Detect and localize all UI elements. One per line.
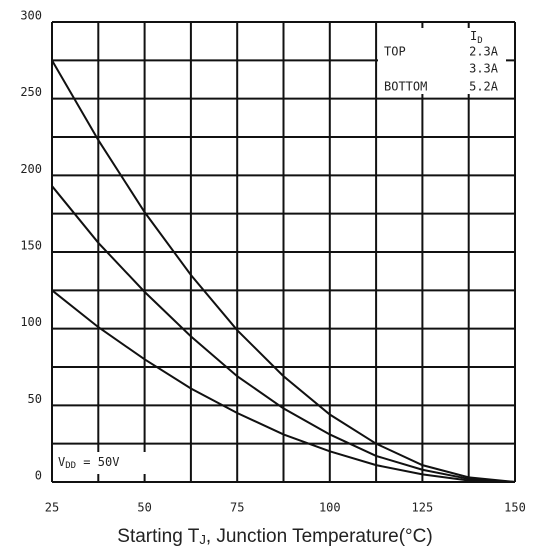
x-tick-label: 75: [230, 501, 244, 515]
series-line: [51, 185, 516, 483]
annotation-box: [54, 452, 162, 474]
x-tick-label: 25: [45, 501, 59, 515]
legend-title: ID: [470, 29, 483, 46]
legend-entry: 3.3A: [469, 62, 499, 76]
legend-title-sub: D: [477, 36, 482, 46]
x-label-sub: J: [199, 532, 206, 547]
series-line: [51, 289, 516, 483]
x-tick-label: 50: [137, 501, 151, 515]
annotation: VDD = 50V: [58, 455, 119, 471]
y-tick-label: 150: [20, 239, 42, 253]
y-tick-label: 200: [20, 162, 42, 176]
x-label-part: Starting T: [117, 526, 199, 547]
annotation-rest: = 50V: [76, 455, 119, 469]
legend-title-main: I: [470, 29, 477, 43]
y-tick-label: 50: [28, 392, 42, 406]
x-tick-label: 150: [504, 501, 526, 515]
x-tick-label: 100: [319, 501, 341, 515]
x-tick-label: 125: [412, 501, 434, 515]
x-label-part: , Junction Temperature(°C): [206, 526, 433, 547]
legend-entry: 5.2A: [469, 80, 499, 94]
y-tick-label: 0: [35, 469, 42, 483]
legend-bottom: BOTTOM: [384, 80, 427, 94]
legend-entry: 2.3A: [469, 45, 499, 59]
annotation-sub: DD: [65, 461, 76, 471]
legend-box: [378, 28, 506, 94]
y-tick-label: 250: [20, 85, 42, 99]
series-line: [51, 59, 516, 483]
y-tick-label: 100: [20, 315, 42, 329]
x-axis-label: Starting TJ, Junction Temperature(°C): [117, 526, 432, 547]
annotation-v: V: [58, 455, 65, 469]
legend-top: TOP: [384, 45, 406, 59]
y-tick-label: 300: [20, 9, 42, 23]
